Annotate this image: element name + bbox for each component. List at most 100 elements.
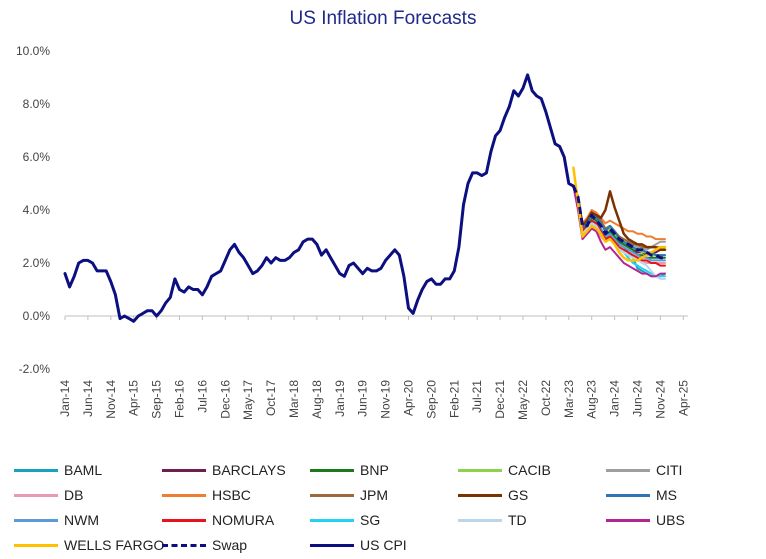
legend-label: NOMURA [212,512,275,528]
legend-item: TD [458,510,527,530]
x-tick-label: Jul-21 [470,380,484,413]
series-layer [63,73,667,323]
y-tick-label: -2.0% [19,362,51,376]
x-tick-label: Apr-25 [676,380,690,416]
x-tick-label: Jun-14 [81,380,95,417]
x-tick-label: Sep-15 [150,380,164,419]
legend-label: BNP [360,462,389,478]
legend-label: UBS [656,512,685,528]
legend-item: CITI [606,460,682,480]
y-tick-label: 10.0% [16,44,50,58]
legend-label: GS [508,487,529,503]
x-tick-label: Nov-19 [379,380,393,419]
x-tick-label: Jan-19 [333,380,347,417]
x-tick-label: Nov-24 [653,380,667,419]
x-tick-label: Apr-15 [127,380,141,416]
x-tick-label: Oct-22 [539,380,553,416]
x-tick-label: Nov-14 [104,380,118,419]
chart-title: US Inflation Forecasts [289,8,477,29]
legend-swatch [310,518,354,522]
legend-label: MS [656,487,677,503]
legend-label: BAML [64,462,103,478]
legend-swatch [310,543,354,547]
x-tick-label: Apr-20 [402,380,416,416]
legend-label: JPM [360,487,388,503]
legend-label: CACIB [508,462,551,478]
legend-swatch [606,468,650,472]
legend-swatch [162,518,206,522]
series-line-hsbc [572,185,666,241]
legend-item: US CPI [310,535,407,555]
y-tick-label: 4.0% [23,203,51,217]
legend-item: NOMURA [162,510,274,530]
x-tick-label: Feb-16 [173,380,187,418]
series-line-ubs [572,185,666,278]
legend-label: DB [64,487,84,503]
legend-label: BARCLAYS [212,462,286,478]
x-tick-label: Aug-18 [310,380,324,419]
legend-item: BAML [14,460,102,480]
legend-swatch [14,493,58,497]
legend-swatch [458,493,502,497]
x-tick-label: May-22 [516,380,530,420]
x-tick-label: Dec-21 [493,380,507,419]
legend-swatch [14,468,58,472]
legend-item: NWM [14,510,99,530]
series-line-gs [572,184,667,252]
x-tick-label: Jun-19 [356,380,370,417]
series-line-td [572,185,666,280]
legend-swatch [458,468,502,472]
x-tick-label: May-17 [241,380,255,420]
legend-label: HSBC [212,487,251,503]
legend-item: SG [310,510,380,530]
x-tick-label: Sep-20 [424,380,438,419]
legend-item: BARCLAYS [162,460,286,480]
y-axis-ticks: 10.0% 8.0% 6.0% 4.0% 2.0% 0.0% -2.0% [16,44,50,376]
x-tick-label: Oct-17 [264,380,278,416]
legend-swatch [162,468,206,472]
legend-item: WELLS FARGO [14,535,164,555]
series-line-us-cpi [63,73,575,323]
x-tick-label: Dec-16 [218,380,232,419]
x-tick-label: Mar-18 [287,380,301,418]
x-tick-label: Jan-24 [608,380,622,417]
x-tick-label: Jan-14 [58,380,72,417]
legend-item: CACIB [458,460,551,480]
legend-label: Swap [212,537,248,553]
legend-item: Swap [162,535,247,555]
x-tick-label: Jul-16 [195,380,209,413]
legend-item: JPM [310,485,388,505]
legend-swatch [606,493,650,497]
legend-item: HSBC [162,485,251,505]
legend-swatch [310,468,354,472]
y-tick-label: 8.0% [23,97,51,111]
x-tick-label: Feb-21 [447,380,461,418]
legend-label: NWM [64,512,99,528]
y-tick-label: 2.0% [23,256,51,270]
legend-label: WELLS FARGO [64,537,165,553]
legend-label: SG [360,512,381,528]
legend-swatch [310,493,354,497]
y-tick-label: 0.0% [23,309,51,323]
legend-item: MS [606,485,677,505]
legend-swatch [14,518,58,522]
legend-label: US CPI [360,537,407,553]
legend-swatch [162,543,206,547]
x-tick-label: Jun-24 [631,380,645,417]
line-chart: 10.0% 8.0% 6.0% 4.0% 2.0% 0.0% -2.0% Jan-14 Jun… [16,44,690,420]
legend-item: GS [458,485,528,505]
legend-label: CITI [656,462,683,478]
x-tick-label: Aug-23 [585,380,599,419]
series-line-swap [572,185,665,260]
legend-item: UBS [606,510,685,530]
y-tick-label: 6.0% [23,150,51,164]
legend-swatch [458,518,502,522]
legend-label: TD [508,512,527,528]
legend-item: BNP [310,460,389,480]
x-tick-label: Mar-23 [562,380,576,418]
x-axis: Jan-14 Jun-14 Nov-14 Apr-15 Sep-15 Feb-16 Jul-… [58,315,690,420]
legend-swatch [162,493,206,497]
legend-swatch [606,518,650,522]
legend-swatch [14,543,58,547]
legend-item: DB [14,485,83,505]
